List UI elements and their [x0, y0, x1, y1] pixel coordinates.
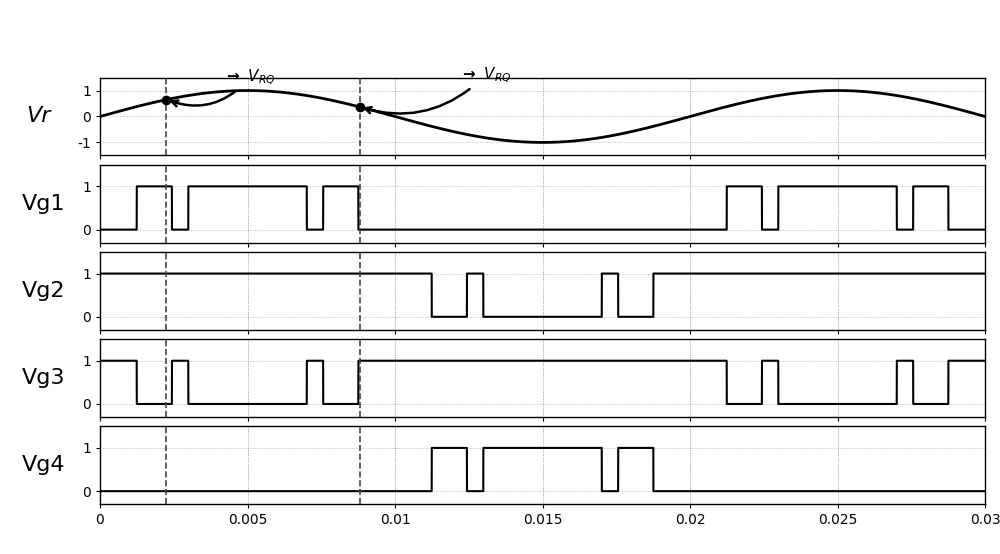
Text: $\mathbf{\rightarrow}\ V_{RQ}$: $\mathbf{\rightarrow}\ V_{RQ}$ — [172, 68, 275, 106]
Y-axis label: Vg2: Vg2 — [21, 281, 65, 301]
Text: $\mathbf{\rightarrow}\ V_{RQ}$: $\mathbf{\rightarrow}\ V_{RQ}$ — [365, 65, 511, 114]
Y-axis label: Vg3: Vg3 — [21, 368, 65, 388]
Y-axis label: Vg1: Vg1 — [21, 194, 65, 214]
Y-axis label: Vr: Vr — [26, 106, 51, 126]
Y-axis label: Vg4: Vg4 — [21, 455, 65, 475]
